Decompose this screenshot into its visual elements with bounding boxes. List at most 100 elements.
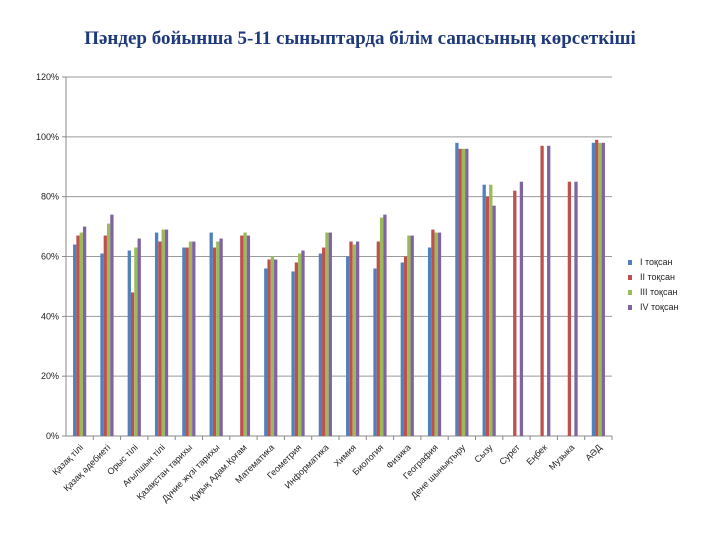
bar [267,259,271,436]
bar [110,214,114,436]
legend-label: IV тоқсан [640,302,678,312]
bar [349,241,353,436]
bar [373,268,377,436]
x-tick-label: Сурет [497,442,522,467]
bar [192,241,196,436]
bar [164,229,169,436]
bar [383,214,387,436]
bar [264,268,268,436]
bar [134,247,138,436]
bar [137,238,141,436]
bar [465,148,469,437]
x-tick-label: Химия [332,442,358,468]
bar [489,184,493,436]
bar [567,181,572,436]
bar [328,232,332,436]
bar [461,148,466,437]
bar [127,250,131,436]
bar [100,253,104,436]
bars [73,139,605,437]
bar [106,223,111,436]
bar [595,139,599,436]
bar [352,244,356,436]
legend-label: III тоқсан [640,287,677,297]
bar [73,244,77,436]
bar [76,235,80,436]
y-tick-label: 0% [46,431,59,441]
bar [298,253,302,436]
legend-swatch [628,275,632,280]
bar [79,232,83,436]
y-tick-label: 40% [41,311,59,321]
x-tick-label: АӘД [583,442,603,462]
bar [130,292,135,436]
bar [188,241,193,436]
legend-label: I тоқсан [640,257,672,267]
bar [158,241,162,436]
bar [346,256,350,436]
bar [301,250,305,436]
bar [540,145,544,436]
bar [270,256,275,436]
bar [403,256,408,436]
bar [437,232,442,436]
bar [591,142,596,437]
bar [482,184,486,436]
bar [82,226,87,436]
bar [434,232,438,436]
bar [185,247,189,436]
x-tick-label: Еңбек [524,442,549,467]
legend-swatch [628,260,632,265]
chart-title: Пәндер бойынша 5-11 сыныптарда білім сап… [84,28,636,49]
bar [458,148,462,437]
bar [427,247,432,436]
bar [407,235,411,436]
y-tick-label: 120% [36,72,59,82]
bar [492,205,496,436]
bar [209,232,213,436]
bar [325,232,329,436]
axes [62,76,613,440]
bar [519,181,524,436]
y-tick-label: 100% [36,132,59,142]
gridlines [66,76,612,437]
bar [294,262,299,436]
bar [291,271,295,436]
bar [513,190,517,436]
bar [400,262,404,436]
x-tick-label: Музыка [547,442,577,472]
legend-swatch [628,290,632,295]
bar [485,196,490,436]
bar [547,145,551,436]
bar [379,217,384,436]
bar [212,247,217,436]
bar [355,241,360,436]
legend: I тоқсан II тоқсан III тоқсан IV тоқсан [628,257,678,312]
bar [318,253,323,436]
bar [161,229,165,436]
y-tick-label: 60% [41,252,59,262]
bar [246,235,251,436]
bar [216,241,220,436]
bar [410,235,414,436]
bar [154,232,159,436]
bar [376,241,380,436]
bar [598,142,602,437]
legend-swatch [628,305,632,310]
bar [240,235,244,436]
bar [322,247,326,436]
bar [182,247,186,436]
y-tick-label: 80% [41,192,59,202]
bar [219,238,223,436]
bar [274,259,278,436]
x-tick-label: Сызу [472,442,495,465]
bar [431,229,435,436]
bar [103,235,107,436]
bar [574,181,578,436]
bar [601,142,605,437]
bar [243,232,247,436]
legend-label: II тоқсан [640,272,675,282]
y-tick-labels: 0% 20% 40% 60% 80% 100% 120% [36,72,59,441]
